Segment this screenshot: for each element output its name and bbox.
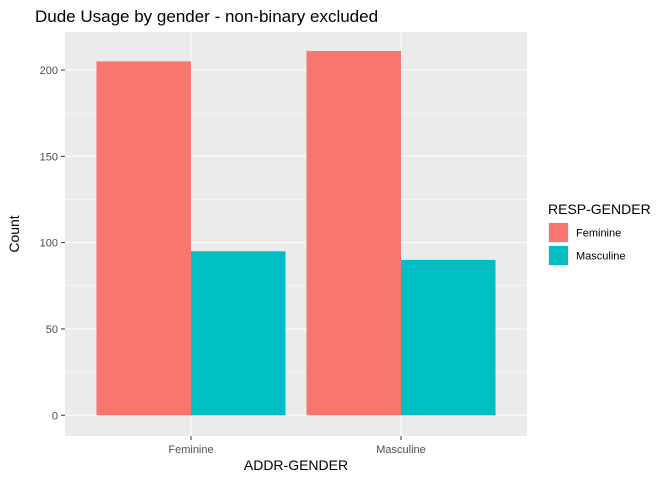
y-tick-label: 0 <box>52 410 58 422</box>
legend-label: Masculine <box>576 251 626 263</box>
legend-swatch-feminine <box>549 223 568 242</box>
y-tick-label: 100 <box>40 238 58 250</box>
legend-swatch-masculine <box>549 246 568 265</box>
bar-feminine-masculine <box>191 251 286 416</box>
bar-masculine-masculine <box>401 259 496 416</box>
x-tick-label: Masculine <box>376 444 426 456</box>
y-axis-title: Count <box>6 215 22 252</box>
x-axis: Feminine Masculine <box>168 436 426 456</box>
x-axis-title: ADDR-GENDER <box>244 457 348 473</box>
bar-masculine-feminine <box>306 50 401 416</box>
bars <box>96 50 496 416</box>
bar-feminine-feminine <box>96 61 191 416</box>
legend-label: Feminine <box>576 228 621 240</box>
y-tick-label: 200 <box>40 65 58 77</box>
legend: RESP-GENDER Feminine Masculine <box>548 201 651 266</box>
legend-title: RESP-GENDER <box>548 201 651 217</box>
y-axis: 0 50 100 150 200 <box>40 65 65 422</box>
x-tick-label: Feminine <box>168 444 213 456</box>
y-tick-label: 50 <box>46 324 58 336</box>
chart-title: Dude Usage by gender - non-binary exclud… <box>35 7 378 26</box>
y-tick-label: 150 <box>40 151 58 163</box>
